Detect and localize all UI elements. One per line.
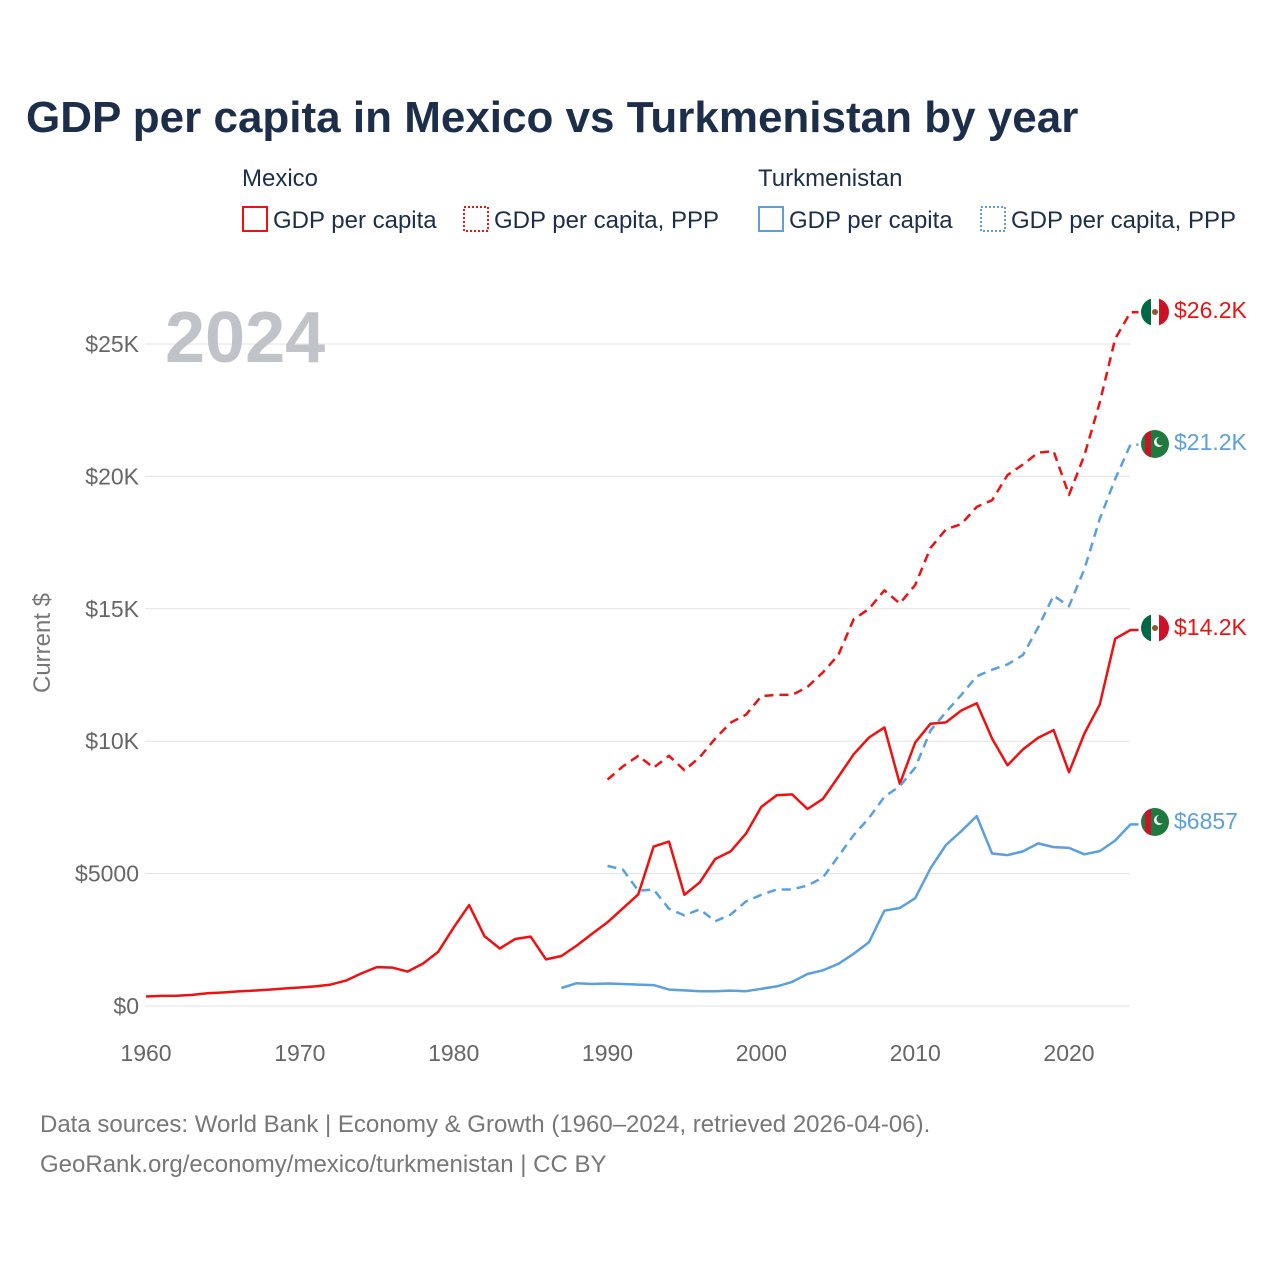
legend-label-tkm-gdp[interactable]: GDP per capita: [789, 207, 953, 234]
y-tick-label: $0: [113, 993, 139, 1019]
legend-label-mex-ppp[interactable]: GDP per capita, PPP: [494, 207, 719, 234]
grid-lines: [145, 343, 1130, 1007]
y-tick-label: $25K: [85, 331, 139, 357]
y-tick-label: $5000: [75, 861, 139, 887]
series-lines: [145, 310, 1139, 998]
x-tick-label: 2010: [890, 1040, 941, 1066]
x-tick-label: 1990: [582, 1040, 633, 1066]
legend-swatch-mex-ppp: [463, 206, 489, 232]
x-tick-label: 2000: [736, 1040, 787, 1066]
y-tick-label: $20K: [85, 463, 139, 489]
legend-group-turkmenistan: Turkmenistan: [758, 165, 903, 192]
legend-swatch-mex-gdp: [242, 206, 268, 232]
legend: Mexico GDP per capita GDP per capita, PP…: [242, 165, 1236, 234]
turkmenistan-flag-icon-ppp: [1141, 430, 1169, 458]
source-line-2[interactable]: GeoRank.org/economy/mexico/turkmenistan …: [40, 1151, 606, 1178]
x-tick-label: 1980: [428, 1040, 479, 1066]
end-label-mex-ppp: $26.2K: [1174, 297, 1248, 323]
series-line-tkm_gdp[interactable]: [561, 814, 1139, 993]
series-line-mex_ppp[interactable]: [606, 310, 1139, 781]
legend-swatch-tkm-gdp: [758, 206, 784, 232]
x-tick-label: 1970: [274, 1040, 325, 1066]
mexico-flag-icon-ppp: [1141, 298, 1169, 326]
x-axis-ticks: 1960 1970 1980 1990 2000 2010 2020: [120, 1040, 1094, 1066]
y-tick-label: $15K: [85, 596, 139, 622]
legend-group-mexico: Mexico: [242, 165, 318, 192]
legend-label-mex-gdp[interactable]: GDP per capita: [273, 207, 437, 234]
turkmenistan-flag-icon-gdp: [1141, 808, 1169, 836]
end-label-tkm-gdp: $6857: [1174, 808, 1238, 834]
x-tick-label: 1960: [120, 1040, 171, 1066]
chart-title: GDP per capita in Mexico vs Turkmenistan…: [26, 93, 1078, 142]
year-label: 2024: [165, 298, 325, 378]
mexico-flag-icon-gdp: [1141, 614, 1169, 642]
series-line-tkm_ppp[interactable]: [607, 443, 1139, 923]
y-axis-title: Current $: [29, 593, 56, 693]
y-tick-label: $10K: [85, 728, 139, 754]
end-label-tkm-ppp: $21.2K: [1174, 429, 1248, 455]
source-line-1: Data sources: World Bank | Economy & Gro…: [40, 1111, 930, 1138]
end-label-mex-gdp: $14.2K: [1174, 614, 1248, 640]
x-tick-label: 2020: [1043, 1040, 1094, 1066]
y-axis-ticks: $0 $5000 $10K $15K $20K $25K: [75, 331, 140, 1019]
series-line-mex_gdp[interactable]: [145, 628, 1139, 998]
legend-label-tkm-ppp[interactable]: GDP per capita, PPP: [1011, 207, 1236, 234]
legend-swatch-tkm-ppp: [980, 206, 1006, 232]
